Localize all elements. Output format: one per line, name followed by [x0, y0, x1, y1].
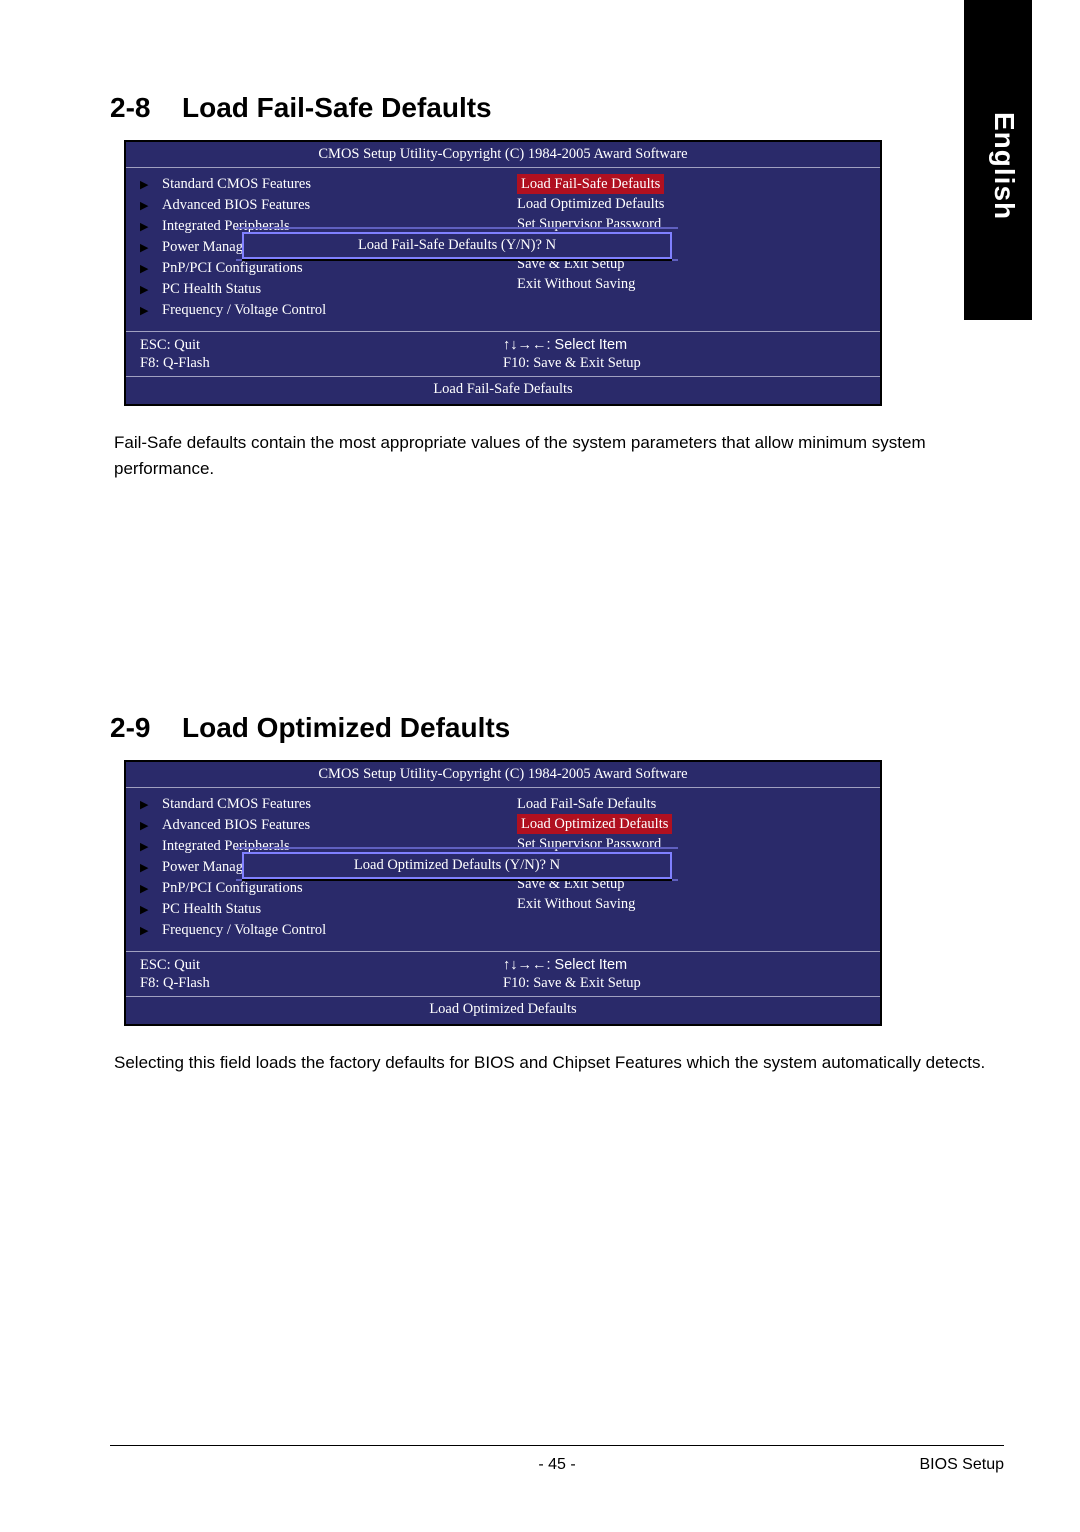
triangle-icon: ▶ [140, 175, 162, 195]
key-f10: F10: Save & Exit Setup [503, 354, 866, 372]
bios-screenshot-1: CMOS Setup Utility-Copyright (C) 1984-20… [124, 140, 882, 406]
triangle-icon: ▶ [140, 858, 162, 878]
menu-item-label: Load Fail-Safe Defaults [517, 174, 664, 194]
menu-item-label: Exit Without Saving [517, 276, 635, 292]
footer-label: BIOS Setup [804, 1456, 1004, 1474]
triangle-icon: ▶ [140, 238, 162, 258]
bios-menu-item: ▶PnP/PCI Configurations [140, 878, 495, 899]
section-title: Load Optimized Defaults [182, 712, 510, 743]
triangle-icon: ▶ [140, 795, 162, 815]
bios-title: CMOS Setup Utility-Copyright (C) 1984-20… [126, 762, 880, 788]
menu-item-label: PnP/PCI Configurations [162, 260, 303, 276]
menu-item-label: PnP/PCI Configurations [162, 880, 303, 896]
key-esc: ESC: Quit [140, 336, 503, 354]
triangle-icon: ▶ [140, 217, 162, 237]
bios-menu-item: Load Optimized Defaults [517, 194, 872, 214]
menu-item-label: PC Health Status [162, 901, 261, 917]
page-number: - 45 - [310, 1456, 804, 1474]
bios-menu: ▶Standard CMOS Features▶Advanced BIOS Fe… [126, 788, 880, 952]
menu-item-label: Standard CMOS Features [162, 796, 311, 812]
menu-item-label: Advanced BIOS Features [162, 817, 310, 833]
key-f10: F10: Save & Exit Setup [503, 974, 866, 992]
bios-menu-item: ▶PC Health Status [140, 899, 495, 920]
page-footer: - 45 - BIOS Setup [110, 1445, 1004, 1474]
menu-item-label: Standard CMOS Features [162, 176, 311, 192]
bios-menu-item: ▶PC Health Status [140, 279, 495, 300]
bios-menu-item: Load Optimized Defaults [517, 814, 872, 834]
triangle-icon: ▶ [140, 196, 162, 216]
bios-menu-item: ▶Advanced BIOS Features [140, 815, 495, 836]
key-arrows: ↑↓→←: Select Item [503, 336, 866, 354]
section-body-text: Selecting this field loads the factory d… [114, 1050, 1004, 1076]
menu-item-label: Advanced BIOS Features [162, 197, 310, 213]
triangle-icon: ▶ [140, 816, 162, 836]
bios-menu-item: ▶Frequency / Voltage Control [140, 300, 495, 321]
menu-item-label: Frequency / Voltage Control [162, 302, 326, 318]
menu-item-label: Frequency / Voltage Control [162, 922, 326, 938]
confirm-dialog: Load Fail-Safe Defaults (Y/N)? N [242, 232, 672, 259]
bios-title: CMOS Setup Utility-Copyright (C) 1984-20… [126, 142, 880, 168]
section-number: 2-8 [110, 92, 182, 124]
bios-menu-item: Load Fail-Safe Defaults [517, 794, 872, 814]
menu-item-label: Load Optimized Defaults [517, 814, 672, 834]
section-heading-2-9: 2-9Load Optimized Defaults [110, 712, 1004, 744]
bios-menu-item: ▶Standard CMOS Features [140, 794, 495, 815]
section-body-text: Fail-Safe defaults contain the most appr… [114, 430, 1004, 482]
triangle-icon: ▶ [140, 921, 162, 941]
bios-menu: ▶Standard CMOS Features▶Advanced BIOS Fe… [126, 168, 880, 332]
language-tab: English [960, 112, 1020, 220]
bios-menu-item: Exit Without Saving [517, 274, 872, 294]
triangle-icon: ▶ [140, 301, 162, 321]
bios-footer: Load Optimized Defaults [126, 997, 880, 1024]
bios-menu-item: Exit Without Saving [517, 894, 872, 914]
bios-key-hints: ESC: Quit F8: Q-Flash ↑↓→←: Select Item … [126, 952, 880, 997]
triangle-icon: ▶ [140, 259, 162, 279]
section-title: Load Fail-Safe Defaults [182, 92, 492, 123]
bios-menu-item: Load Fail-Safe Defaults [517, 174, 872, 194]
key-f8: F8: Q-Flash [140, 354, 503, 372]
key-f8: F8: Q-Flash [140, 974, 503, 992]
section-2-9: 2-9Load Optimized Defaults CMOS Setup Ut… [110, 712, 1004, 1076]
triangle-icon: ▶ [140, 280, 162, 300]
confirm-dialog: Load Optimized Defaults (Y/N)? N [242, 852, 672, 879]
key-arrows: ↑↓→←: Select Item [503, 956, 866, 974]
triangle-icon: ▶ [140, 900, 162, 920]
bios-menu-item: ▶Advanced BIOS Features [140, 195, 495, 216]
section-number: 2-9 [110, 712, 182, 744]
triangle-icon: ▶ [140, 837, 162, 857]
bios-menu-item: ▶Standard CMOS Features [140, 174, 495, 195]
bios-key-hints: ESC: Quit F8: Q-Flash ↑↓→←: Select Item … [126, 332, 880, 377]
page: English 2-8Load Fail-Safe Defaults CMOS … [0, 0, 1080, 1532]
bios-menu-item: ▶Frequency / Voltage Control [140, 920, 495, 941]
bios-screenshot-2: CMOS Setup Utility-Copyright (C) 1984-20… [124, 760, 882, 1026]
key-esc: ESC: Quit [140, 956, 503, 974]
bios-menu-item: ▶PnP/PCI Configurations [140, 258, 495, 279]
triangle-icon: ▶ [140, 879, 162, 899]
menu-item-label: Load Fail-Safe Defaults [517, 796, 656, 812]
bios-footer: Load Fail-Safe Defaults [126, 377, 880, 404]
menu-item-label: Load Optimized Defaults [517, 196, 664, 212]
menu-item-label: Exit Without Saving [517, 896, 635, 912]
menu-item-label: PC Health Status [162, 281, 261, 297]
section-heading-2-8: 2-8Load Fail-Safe Defaults [110, 92, 1004, 124]
